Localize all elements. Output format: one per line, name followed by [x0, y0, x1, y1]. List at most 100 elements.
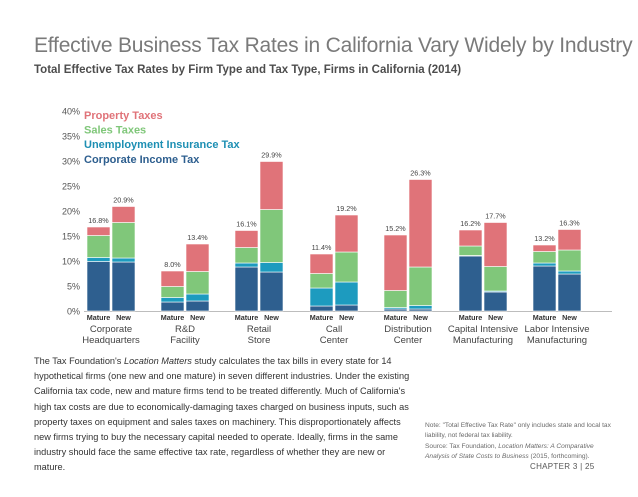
bar-total-label: 13.2% — [534, 234, 555, 243]
bar-segment-unemployment-insurance-tax — [532, 262, 557, 267]
bar-segment-sales-taxes — [557, 249, 582, 272]
legend-item: Corporate Income Tax — [84, 154, 200, 166]
bar-segment-property-taxes — [86, 226, 111, 236]
legend-item: Unemployment Insurance Tax — [84, 139, 241, 151]
category-label: Center — [394, 335, 423, 346]
bar-type-label: Mature — [533, 313, 557, 322]
category-label: Capital Intensive — [448, 324, 518, 335]
body-line: property taxes on equipment and sales ta… — [34, 416, 401, 427]
bar-segment-corporate-income-tax — [309, 305, 334, 312]
bar-segment-unemployment-insurance-tax — [185, 293, 210, 302]
bar-segment-corporate-income-tax — [334, 304, 359, 312]
bar-total-label: 16.1% — [236, 220, 257, 229]
bar-total-label: 16.8% — [88, 216, 109, 225]
body-line: The Tax Foundation's Location Matters st… — [34, 356, 392, 366]
bar-total-label: 11.4% — [312, 243, 332, 252]
stacked-bar-chart: 0% 5% 10% 15% 20% 25% 30% 35% 40% 16.8% Mature 20.9… — [62, 107, 612, 346]
note-text: Note: "Total Effective Tax Rate" only in… — [425, 422, 611, 439]
bar-segment-property-taxes — [557, 229, 582, 251]
body-line: mature. — [34, 462, 66, 473]
y-tick-label: 40% — [62, 107, 80, 117]
category-label: Store — [248, 335, 271, 346]
bar-segment-corporate-income-tax — [111, 261, 136, 312]
y-tick-label: 5% — [67, 282, 80, 292]
bar-segment-property-taxes — [309, 253, 334, 274]
category-label: Manufacturing — [527, 335, 587, 346]
bar-type-label: Mature — [161, 313, 185, 322]
body-line: high tax costs are due to economically-d… — [34, 401, 409, 412]
category-label: Labor Intensive — [525, 324, 590, 335]
bar-segment-sales-taxes — [483, 266, 508, 292]
bar-total-label: 19.2% — [336, 204, 357, 213]
page-subtitle: Total Effective Tax Rates by Firm Type a… — [34, 64, 462, 76]
page-title: Effective Business Tax Rates in Californ… — [34, 34, 633, 57]
bar-segment-property-taxes — [234, 230, 259, 248]
bar-segment-property-taxes — [408, 179, 433, 268]
bar-segment-corporate-income-tax — [259, 271, 284, 312]
bar-segment-sales-taxes — [185, 271, 210, 295]
bar-type-label: New — [190, 313, 205, 322]
bar-total-label: 8.0% — [164, 260, 181, 269]
bar-segment-unemployment-insurance-tax — [86, 257, 111, 262]
bar-segment-sales-taxes — [458, 245, 483, 256]
bar-segment-sales-taxes — [309, 273, 334, 289]
bar-segment-corporate-income-tax — [234, 266, 259, 312]
body-line: new firms trying to buy the necessary ca… — [34, 432, 398, 443]
y-tick-label: 20% — [62, 207, 80, 217]
category-label: R&D — [175, 324, 195, 335]
bar-segment-sales-taxes — [383, 290, 408, 308]
bar-segment-property-taxes — [532, 244, 557, 252]
bar-segment-property-taxes — [160, 270, 185, 287]
bar-segment-property-taxes — [334, 214, 359, 253]
bar-segment-unemployment-insurance-tax — [111, 257, 136, 263]
legend-item: Sales Taxes — [84, 125, 146, 137]
bar-type-label: New — [264, 313, 279, 322]
y-tick-label: 35% — [62, 132, 80, 142]
bar-segment-property-taxes — [185, 243, 210, 272]
bar-segment-sales-taxes — [160, 286, 185, 298]
bar-segment-unemployment-insurance-tax — [259, 262, 284, 273]
bar-type-label: New — [339, 313, 354, 322]
bar-segment-property-taxes — [458, 229, 483, 247]
bar-segment-corporate-income-tax — [532, 265, 557, 312]
bar-segment-corporate-income-tax — [557, 273, 582, 312]
bar-segment-property-taxes — [383, 234, 408, 291]
notes-block: Note: "Total Effective Tax Rate" only in… — [425, 421, 615, 463]
category-label: Center — [320, 335, 349, 346]
bar-segment-property-taxes — [111, 206, 136, 223]
bar-type-label: New — [562, 313, 577, 322]
bar-total-label: 16.2% — [460, 219, 481, 228]
bar-total-label: 13.4% — [187, 233, 208, 242]
category-label: Manufacturing — [453, 335, 513, 346]
body-paragraph: The Tax Foundation's Location Matters st… — [34, 354, 414, 476]
bar-type-label: New — [413, 313, 428, 322]
bar-total-label: 15.2% — [385, 224, 406, 233]
y-tick-label: 10% — [62, 257, 80, 267]
y-tick-label: 15% — [62, 232, 80, 242]
y-tick-label: 30% — [62, 157, 80, 167]
bar-segment-corporate-income-tax — [185, 300, 210, 312]
body-line: industry should face the same effective … — [34, 447, 386, 458]
bar-segment-property-taxes — [483, 222, 508, 267]
bar-segment-sales-taxes — [532, 251, 557, 264]
bar-segment-unemployment-insurance-tax — [309, 287, 334, 307]
bar-type-label: Mature — [459, 313, 483, 322]
bar-segment-sales-taxes — [234, 247, 259, 264]
bar-total-label: 17.7% — [485, 212, 506, 221]
category-label: Facility — [170, 335, 200, 346]
category-label: Retail — [247, 324, 271, 335]
bar-total-label: 26.3% — [410, 169, 431, 178]
bar-segment-property-taxes — [259, 161, 284, 210]
bar-segment-sales-taxes — [111, 222, 136, 259]
bar-segment-unemployment-insurance-tax — [334, 281, 359, 306]
bar-total-label: 29.9% — [261, 151, 282, 160]
bar-segment-unemployment-insurance-tax — [408, 305, 433, 310]
body-line: hypothetical firms (one new and one matu… — [34, 371, 410, 382]
y-tick-label: 0% — [67, 307, 80, 317]
bar-segment-sales-taxes — [259, 209, 284, 263]
bar-segment-sales-taxes — [334, 251, 359, 283]
bar-type-label: Mature — [235, 313, 259, 322]
bar-segment-sales-taxes — [408, 266, 433, 306]
bar-type-label: Mature — [310, 313, 334, 322]
bar-total-label: 20.9% — [113, 196, 134, 205]
